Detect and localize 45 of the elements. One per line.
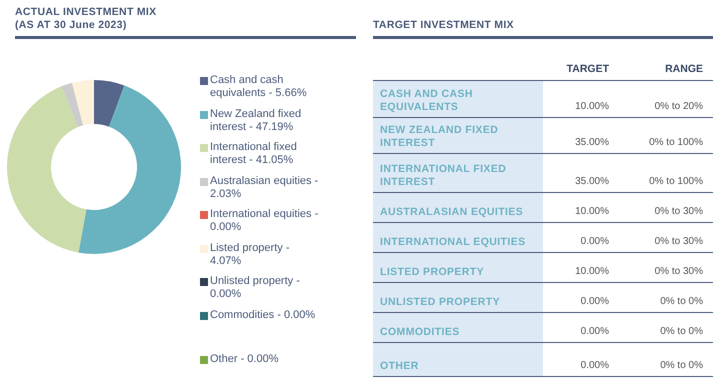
text: 0% to 0% (660, 326, 703, 337)
legend-label: Listed property - 4.07% (210, 242, 290, 268)
text: 0% to 30% (654, 236, 703, 247)
category-label: AUSTRALASIAN EQUITIES (380, 206, 524, 218)
legend-label: Cash and cash equivalents - 5.66% (210, 74, 308, 100)
text: 0.00% (580, 326, 609, 337)
category-label: CASH AND CASH EQUIVALENTS (380, 88, 473, 113)
text: 10.00% (575, 206, 609, 217)
text: 0.00% (580, 296, 609, 307)
legend-label: International equities - 0.00% (210, 208, 320, 234)
donut-slice (61, 82, 84, 128)
text: 0% to 30% (654, 206, 703, 217)
text: 0% to 100% (649, 137, 703, 148)
category-label: NEW ZEALAND FIXED INTEREST (380, 124, 498, 149)
text: 0.00% (580, 236, 609, 247)
text: 0% to 0% (660, 296, 703, 307)
text: 0% to 20% (654, 101, 703, 112)
text: 35.00% (575, 176, 609, 187)
text: 35.00% (575, 137, 609, 148)
legend-label: International fixed interest - 41.05% (210, 141, 298, 167)
text: TARGET INVESTMENT MIX (373, 18, 515, 32)
legend-label: Australasian equities - 2.03% (210, 174, 320, 200)
text: 0% to 0% (660, 360, 703, 371)
category-label: TARGET (566, 63, 609, 75)
text: 0.00% (580, 360, 609, 371)
text: 10.00% (575, 101, 609, 112)
text: 0% to 100% (649, 176, 703, 187)
category-label: COMMODITIES (380, 326, 460, 338)
legend-label: Other - 0.00% (210, 352, 278, 366)
category-label: INTERNATIONAL FIXED INTEREST (380, 163, 506, 188)
donut-slice (78, 85, 181, 254)
donut-slice (94, 80, 124, 127)
text: 10.00% (575, 266, 609, 277)
legend-label: Commodities - 0.00% (210, 308, 316, 322)
category-label: OTHER (380, 360, 419, 372)
category-label: RANGE (664, 63, 703, 75)
legend-label: New Zealand fixed interest - 47.19% (210, 108, 302, 134)
category-label: INTERNATIONAL EQUITIES (380, 236, 526, 248)
chart-title: ACTUAL INVESTMENT MIX (AS AT 30 June 2023) (15, 5, 158, 32)
legend-label: Unlisted property - 0.00% (210, 275, 301, 301)
text: 0% to 30% (654, 266, 703, 277)
donut-slice (7, 86, 86, 253)
category-label: LISTED PROPERTY (380, 266, 484, 278)
donut-slice (72, 80, 94, 126)
category-label: UNLISTED PROPERTY (380, 296, 500, 308)
